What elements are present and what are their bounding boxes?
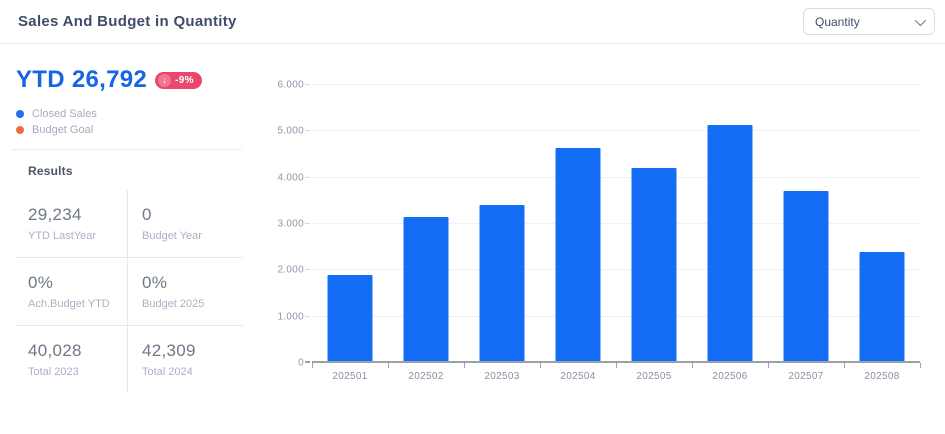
stat-total-2024: 42,309 Total 2024 bbox=[127, 324, 243, 393]
legend-item: Budget Goal bbox=[16, 124, 244, 136]
stat-budget-2025: 0% Budget 2025 bbox=[127, 256, 243, 325]
page-title: Sales And Budget in Quantity bbox=[18, 13, 237, 30]
stat-value: 0% bbox=[142, 272, 168, 292]
gridline bbox=[305, 269, 920, 271]
quantity-dropdown-value: Quantity bbox=[815, 14, 860, 29]
legend-label: Closed Sales bbox=[32, 108, 97, 120]
bar[interactable] bbox=[631, 168, 677, 363]
x-axis-tick bbox=[463, 363, 465, 368]
gridline bbox=[305, 223, 920, 224]
bar[interactable] bbox=[403, 217, 449, 363]
arrow-down-icon: ↓ bbox=[158, 73, 172, 87]
bar-slot bbox=[540, 85, 616, 363]
x-axis-tick bbox=[387, 363, 389, 368]
stat-label: Ach.Budget YTD bbox=[28, 297, 110, 310]
chevron-down-icon bbox=[914, 14, 927, 26]
x-axis-tick bbox=[919, 363, 921, 368]
stat-label: YTD LastYear bbox=[28, 230, 97, 242]
stat-label: Total 2023 bbox=[28, 365, 79, 378]
x-axis-line bbox=[305, 361, 920, 363]
x-axis-tick bbox=[767, 363, 769, 368]
stat-label: Budget 2025 bbox=[142, 297, 205, 310]
x-axis-label: 202505 bbox=[636, 371, 672, 382]
legend-label: Budget Goal bbox=[32, 124, 94, 136]
x-axis-tick bbox=[311, 363, 313, 368]
bars-row bbox=[312, 85, 920, 363]
bar-slot bbox=[312, 85, 388, 363]
stat-value: 40,028 bbox=[28, 340, 82, 360]
bar[interactable] bbox=[859, 251, 905, 363]
x-axis-label: 202508 bbox=[864, 371, 900, 382]
x-axis-label: 202503 bbox=[484, 371, 520, 382]
trend-badge-text: -9% bbox=[175, 74, 194, 86]
stats-grid: 29,234 YTD LastYear 0 Budget Year 0% Ach… bbox=[16, 190, 243, 393]
y-tick-label: 3.000 bbox=[277, 218, 304, 230]
stat-value: 29,234 bbox=[28, 205, 82, 224]
stat-value: 42,309 bbox=[142, 340, 196, 360]
y-tick-label: 0 bbox=[298, 357, 304, 369]
legend-dot-icon bbox=[16, 110, 24, 118]
header: Sales And Budget in Quantity Quantity bbox=[0, 0, 945, 44]
x-axis-label: 202507 bbox=[788, 371, 824, 382]
stat-label: Budget Year bbox=[142, 230, 202, 242]
bar-slot bbox=[768, 85, 844, 363]
stat-ytd-lastyear: 29,234 YTD LastYear bbox=[16, 190, 127, 257]
legend-item: Closed Sales bbox=[16, 108, 244, 120]
x-axis-label: 202506 bbox=[712, 371, 748, 382]
bar-slot bbox=[616, 85, 692, 363]
bar-slot bbox=[844, 85, 920, 363]
y-tick-label: 4.000 bbox=[277, 172, 304, 184]
ytd-row: YTD 26,792 ↓ -9% bbox=[16, 66, 244, 94]
stat-ach-budget-ytd: 0% Ach.Budget YTD bbox=[16, 256, 127, 325]
gridline bbox=[305, 176, 920, 178]
x-axis-tick bbox=[615, 363, 617, 368]
bar[interactable] bbox=[555, 147, 601, 363]
y-tick-label: 2.000 bbox=[277, 264, 304, 276]
quantity-dropdown[interactable]: Quantity bbox=[803, 8, 935, 35]
x-axis-label: 202501 bbox=[332, 371, 368, 382]
stat-budget-year: 0 Budget Year bbox=[127, 190, 243, 257]
gridline bbox=[305, 84, 920, 85]
gridline bbox=[305, 130, 920, 132]
bar-slot bbox=[692, 85, 768, 363]
x-axis-labels: 202501 202502 202503 202504 202505 202506 2025… bbox=[312, 371, 920, 382]
bar[interactable] bbox=[783, 190, 829, 363]
summary-panel: YTD 26,792 ↓ -9% Closed Sales Budget Goal… bbox=[12, 62, 244, 393]
gridline bbox=[305, 315, 920, 317]
bar-chart: 6.000 5.000 4.000 3.000 2.000 1.000 0 202501 20… bbox=[258, 78, 940, 398]
x-axis-label: 202502 bbox=[408, 371, 444, 382]
bar[interactable] bbox=[479, 204, 525, 363]
ytd-heading: YTD 26,792 bbox=[16, 66, 148, 93]
bar-slot bbox=[464, 85, 540, 363]
bar[interactable] bbox=[327, 274, 373, 363]
plot-area bbox=[305, 84, 921, 368]
legend: Closed Sales Budget Goal bbox=[16, 108, 244, 136]
x-axis-tick bbox=[539, 363, 541, 368]
y-tick-label: 6.000 bbox=[277, 79, 304, 91]
y-tick-label: 1.000 bbox=[277, 311, 304, 323]
results-heading: Results bbox=[28, 164, 73, 178]
x-axis-tick bbox=[843, 363, 845, 368]
y-axis: 6.000 5.000 4.000 3.000 2.000 1.000 0 bbox=[258, 80, 304, 369]
stat-label: Total 2024 bbox=[142, 365, 193, 378]
trend-badge: ↓ -9% bbox=[155, 71, 202, 89]
x-axis-label: 202504 bbox=[560, 371, 596, 382]
stat-value: 0% bbox=[28, 272, 54, 292]
bar-slot bbox=[388, 85, 464, 363]
x-axis-tick bbox=[691, 363, 693, 368]
bar[interactable] bbox=[707, 124, 753, 363]
results-divider bbox=[12, 149, 242, 150]
stat-value: 0 bbox=[142, 205, 152, 224]
legend-dot-icon bbox=[16, 126, 24, 134]
y-tick-label: 5.000 bbox=[277, 125, 304, 137]
stat-total-2023: 40,028 Total 2023 bbox=[16, 324, 127, 393]
